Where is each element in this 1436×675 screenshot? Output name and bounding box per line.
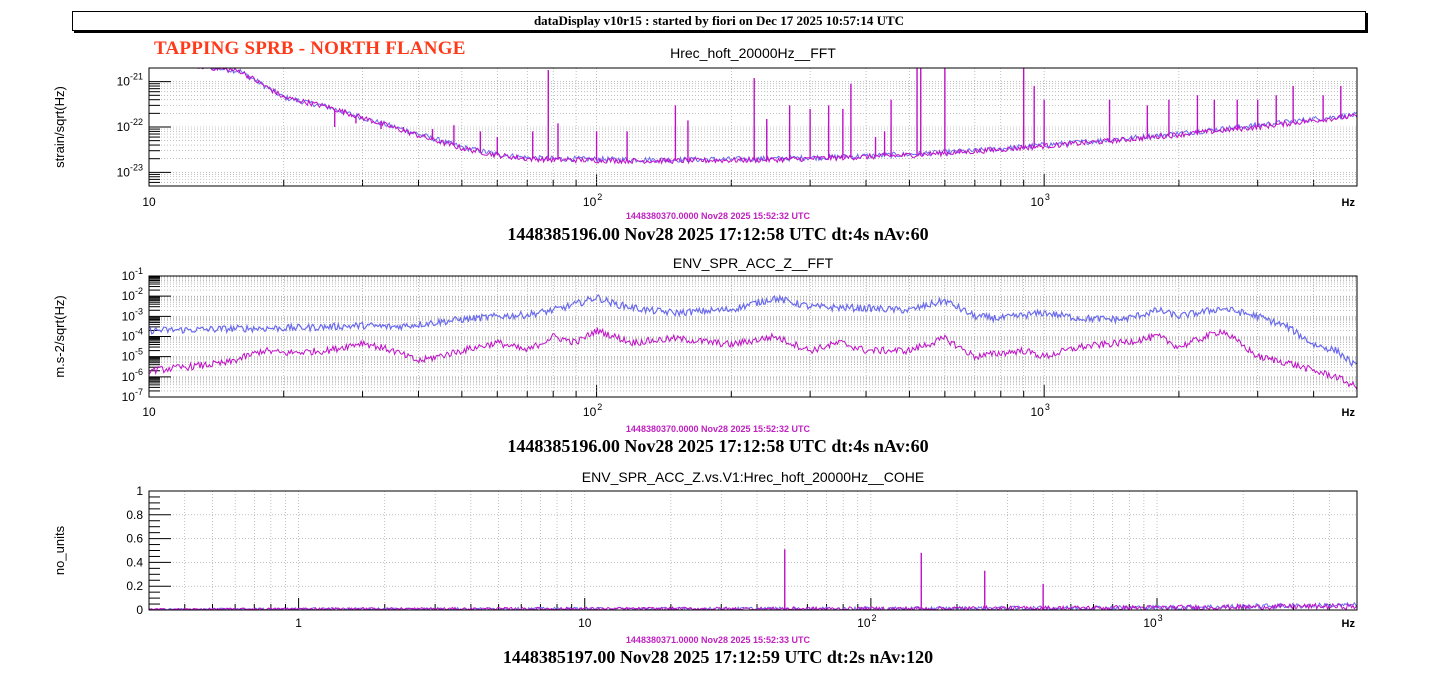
y-tick-label: 10-6 — [122, 367, 143, 384]
x-tick-exponent: 2 — [872, 613, 877, 623]
x-unit-label: Hz — [1342, 197, 1356, 209]
y-tick-label: 0 — [136, 603, 143, 617]
y-tick-exponent: -22 — [130, 117, 143, 127]
y-tick-label: 10-7 — [122, 387, 143, 404]
series-reference-line — [149, 68, 1357, 164]
chart-3-frame — [148, 490, 1358, 611]
x-tick-label: 1 — [295, 616, 302, 630]
y-tick-label: 10-23 — [117, 162, 143, 179]
window-title-bar: dataDisplay v10r15 : started by fiori on… — [72, 11, 1366, 31]
x-tick-label: 10 — [578, 616, 592, 630]
current-time: 1448385196.00 Nov28 2025 17:12:58 UTC dt… — [507, 224, 928, 244]
x-tick-exponent: 2 — [597, 402, 602, 412]
y-tick-base: 10 — [122, 370, 136, 384]
y-tick-exponent: -1 — [135, 266, 143, 276]
chart-3: ENV_SPR_ACC_Z.vs.V1:Hrec_hoft_20000Hz__C… — [52, 469, 1358, 667]
series-current-line — [149, 68, 1357, 165]
y-tick-exponent: -7 — [135, 387, 143, 397]
chart-2-ylabel: m.s-2/sqrt(Hz) — [52, 295, 67, 377]
reference-time: 1448380370.0000 Nov28 2025 15:52:32 UTC — [626, 211, 811, 221]
y-tick-label: 10-1 — [122, 266, 143, 283]
chart-2-grid — [148, 275, 1358, 398]
x-tick-exponent: 2 — [597, 192, 602, 202]
x-tick-exponent: 3 — [1045, 402, 1050, 412]
reference-time: 1448380371.0000 Nov28 2025 15:52:33 UTC — [626, 635, 811, 645]
chart-2-title: ENV_SPR_ACC_Z__FFT — [673, 255, 834, 271]
series-reference-line — [149, 294, 1357, 368]
y-tick-label: 10-4 — [122, 327, 143, 344]
chart-1-title: Hrec_hoft_20000Hz__FFT — [670, 45, 836, 61]
x-tick-label: 10 — [142, 195, 156, 209]
x-tick-label: 10 — [142, 405, 156, 419]
y-tick-base: 10 — [122, 269, 136, 283]
y-tick-label: 0.4 — [126, 555, 143, 569]
chart-1-frame — [148, 67, 1358, 187]
x-tick-exponent: 3 — [1158, 613, 1163, 623]
y-tick-exponent: -5 — [135, 347, 143, 357]
chart-3-grid — [148, 490, 1358, 611]
x-tick-label: 103 — [1143, 613, 1162, 630]
chart-3-series — [149, 549, 1357, 610]
y-tick-base: 10 — [122, 289, 136, 303]
y-tick-exponent: -4 — [135, 327, 143, 337]
chart-1-series — [149, 68, 1357, 165]
x-unit-label: Hz — [1342, 618, 1356, 630]
x-tick-label: 103 — [1030, 192, 1049, 209]
current-time: 1448385197.00 Nov28 2025 17:12:59 UTC dt… — [503, 647, 933, 667]
y-tick-label: 10-3 — [122, 306, 143, 323]
chart-3-ylabel: no_units — [52, 525, 67, 575]
y-tick-exponent: -23 — [130, 162, 143, 172]
x-unit-label: Hz — [1342, 407, 1356, 419]
y-tick-label: 10-21 — [117, 72, 143, 89]
chart-2-frame — [148, 275, 1358, 398]
y-tick-exponent: -21 — [130, 72, 143, 82]
annotation-label: TAPPING SPRB - NORTH FLANGE — [154, 38, 466, 59]
x-tick-label: 103 — [1030, 402, 1049, 419]
y-tick-label: 0.6 — [126, 532, 143, 546]
chart-1-ylabel: strain/sqrt(Hz) — [52, 86, 67, 168]
y-tick-base: 10 — [122, 350, 136, 364]
chart-1-grid — [148, 67, 1358, 187]
y-tick-label: 1 — [136, 484, 143, 498]
chart-2-series — [149, 294, 1357, 390]
y-tick-exponent: -3 — [135, 306, 143, 316]
y-tick-exponent: -2 — [135, 286, 143, 296]
x-tick-label: 102 — [583, 192, 602, 209]
y-tick-label: 10-5 — [122, 347, 143, 364]
y-tick-base: 10 — [117, 75, 131, 89]
y-tick-base: 10 — [122, 390, 136, 404]
y-tick-base: 10 — [122, 309, 136, 323]
y-tick-base: 10 — [117, 165, 131, 179]
chart-3-title: ENV_SPR_ACC_Z.vs.V1:Hrec_hoft_20000Hz__C… — [582, 469, 924, 485]
y-tick-exponent: -6 — [135, 367, 143, 377]
series-current-line — [149, 602, 1357, 610]
current-time: 1448385196.00 Nov28 2025 17:12:58 UTC dt… — [507, 436, 928, 456]
x-tick-exponent: 3 — [1045, 192, 1050, 202]
y-tick-label: 0.2 — [126, 579, 143, 593]
y-tick-label: 10-22 — [117, 117, 143, 134]
y-tick-base: 10 — [122, 330, 136, 344]
x-tick-label: 102 — [857, 613, 876, 630]
y-tick-label: 0.8 — [126, 508, 143, 522]
x-tick-label: 102 — [583, 402, 602, 419]
reference-time: 1448380370.0000 Nov28 2025 15:52:32 UTC — [626, 424, 811, 434]
series-current-line — [149, 327, 1357, 390]
y-tick-label: 10-2 — [122, 286, 143, 303]
y-tick-base: 10 — [117, 120, 131, 134]
